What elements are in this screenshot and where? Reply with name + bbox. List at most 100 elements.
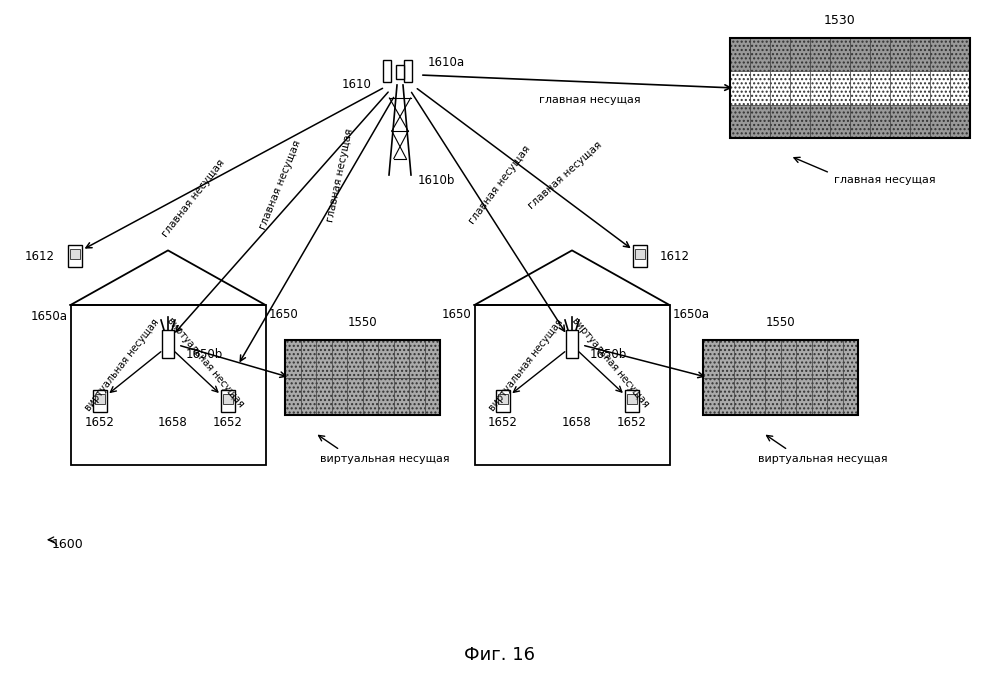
Text: главная несущая: главная несущая — [539, 95, 640, 105]
Bar — [930, 104, 950, 138]
Text: главная несущая: главная несущая — [258, 139, 303, 231]
Bar — [332, 340, 347, 378]
Bar — [842, 340, 858, 378]
Bar — [810, 104, 830, 138]
Bar — [780, 340, 796, 378]
Bar — [93, 390, 107, 412]
Text: 1650a: 1650a — [31, 311, 68, 324]
Bar — [71, 305, 266, 465]
Bar — [404, 60, 412, 82]
Bar — [790, 104, 810, 138]
Bar — [850, 38, 870, 71]
Bar — [810, 71, 830, 104]
Bar — [301, 340, 316, 378]
Text: Фиг. 16: Фиг. 16 — [464, 646, 534, 664]
Text: 1600: 1600 — [52, 538, 84, 551]
Bar — [566, 330, 578, 358]
Bar — [890, 104, 910, 138]
Bar — [347, 378, 363, 415]
Text: 1658: 1658 — [158, 417, 188, 430]
Bar — [394, 340, 409, 378]
Bar — [68, 245, 82, 267]
Text: виртуальная несущая: виртуальная несущая — [569, 315, 650, 409]
Text: 1550: 1550 — [348, 316, 378, 329]
Bar — [475, 305, 669, 465]
Bar — [332, 378, 347, 415]
Bar — [870, 38, 890, 71]
Bar — [285, 340, 440, 415]
Bar — [633, 245, 647, 267]
Bar — [378, 378, 394, 415]
Bar — [950, 104, 970, 138]
Text: главная несущая: главная несущая — [834, 175, 936, 185]
Bar — [625, 390, 639, 412]
Text: 1610a: 1610a — [428, 55, 466, 68]
Bar — [221, 390, 235, 412]
Bar — [96, 394, 105, 404]
Text: главная несущая: главная несущая — [468, 144, 532, 226]
Bar — [790, 71, 810, 104]
Text: 1652: 1652 — [213, 417, 243, 430]
Bar — [347, 340, 363, 378]
Text: 1612: 1612 — [660, 249, 690, 262]
Bar — [890, 38, 910, 71]
Bar — [734, 378, 749, 415]
Bar — [730, 71, 750, 104]
Bar — [770, 38, 790, 71]
Bar — [910, 38, 930, 71]
Text: 1652: 1652 — [85, 417, 115, 430]
Bar — [363, 340, 378, 378]
Bar — [301, 378, 316, 415]
Text: виртуальная несущая: виртуальная несущая — [487, 317, 565, 413]
Bar — [750, 71, 770, 104]
Bar — [378, 340, 394, 378]
Bar — [890, 71, 910, 104]
Bar — [850, 104, 870, 138]
Bar — [749, 378, 765, 415]
Bar — [316, 340, 332, 378]
Bar — [627, 394, 636, 404]
Bar — [316, 378, 332, 415]
Bar — [363, 378, 378, 415]
Bar — [703, 340, 718, 378]
Text: 1530: 1530 — [824, 14, 856, 27]
Bar — [409, 340, 425, 378]
Text: 1652: 1652 — [617, 417, 647, 430]
Bar — [830, 71, 850, 104]
Bar — [409, 378, 425, 415]
Bar — [796, 378, 811, 415]
Bar — [790, 38, 810, 71]
Bar — [842, 378, 858, 415]
Bar — [499, 394, 507, 404]
Bar — [718, 378, 734, 415]
Text: виртуальная несущая: виртуальная несущая — [165, 315, 246, 409]
Bar — [396, 65, 404, 79]
Bar — [810, 38, 830, 71]
Bar — [796, 340, 811, 378]
Polygon shape — [389, 85, 411, 175]
Bar — [425, 378, 440, 415]
Text: 1650b: 1650b — [590, 348, 627, 361]
Bar — [734, 340, 749, 378]
Bar — [811, 340, 827, 378]
Text: 1612: 1612 — [25, 249, 55, 262]
Bar — [910, 104, 930, 138]
Text: 1610: 1610 — [342, 79, 372, 92]
Bar — [750, 38, 770, 71]
Text: 1650: 1650 — [269, 309, 299, 322]
Bar — [930, 38, 950, 71]
Text: 1652: 1652 — [489, 417, 517, 430]
Text: виртуальная несущая: виртуальная несущая — [758, 454, 888, 464]
Bar — [285, 340, 301, 378]
Bar — [730, 38, 750, 71]
Bar — [635, 249, 644, 260]
Bar — [162, 330, 174, 358]
Bar — [830, 38, 850, 71]
Bar — [285, 378, 301, 415]
Text: 1650b: 1650b — [186, 348, 223, 361]
Bar — [770, 104, 790, 138]
Bar — [950, 71, 970, 104]
Text: 1610b: 1610b — [418, 173, 456, 186]
Text: главная несущая: главная несущая — [326, 127, 355, 223]
Bar — [765, 340, 780, 378]
